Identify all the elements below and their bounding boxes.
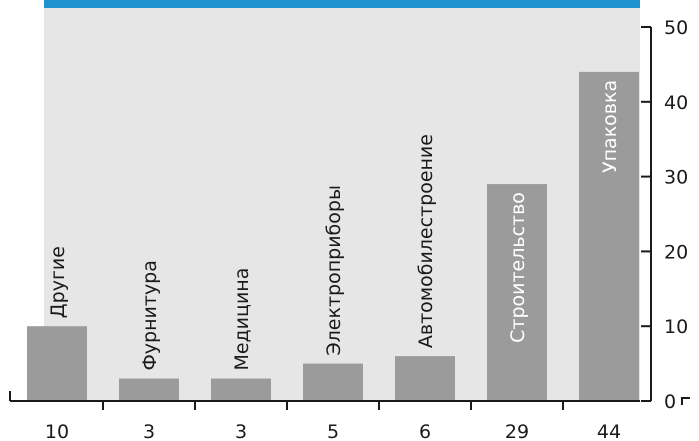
top-color-band (44, 0, 640, 8)
value-label-7: 44 (597, 421, 621, 441)
bar-labels-group: Другие Фурнитура Медицина Электроприборы Авт… (47, 80, 621, 371)
category-label-2: Фурнитура (139, 260, 161, 370)
category-label-3: Медицина (231, 268, 253, 371)
value-label-5: 6 (419, 421, 431, 441)
value-label-2: 3 (143, 421, 155, 441)
y-tick-label-0: 0 (664, 391, 676, 413)
category-label-5: Автомобилестроение (415, 134, 437, 348)
x-axis: 10 3 3 5 6 29 44 (9, 391, 640, 441)
category-label-7: Упаковка (599, 80, 621, 173)
category-label-6: Строительство (507, 192, 529, 343)
bar-4 (303, 363, 363, 401)
y-tick-label-1: 10 (664, 316, 688, 338)
y-tick-label-4: 40 (664, 92, 688, 114)
category-label-1: Другие (47, 246, 69, 318)
value-label-6: 29 (505, 421, 529, 441)
category-label-4: Электроприборы (323, 185, 345, 356)
bar-2 (119, 378, 179, 401)
y-tick-label-3: 30 (664, 167, 688, 189)
y-tick-label-2: 20 (664, 241, 688, 263)
bar-5 (395, 356, 455, 401)
y-axis: 0 10 20 30 40 50 (641, 17, 690, 413)
value-label-4: 5 (327, 421, 339, 441)
bars-group (27, 71, 639, 401)
value-label-3: 3 (235, 421, 247, 441)
y-tick-label-5: 50 (664, 17, 688, 39)
axis-corner-mark (681, 397, 690, 405)
bar-7 (579, 71, 639, 401)
bar-3 (211, 378, 271, 401)
value-label-1: 10 (45, 421, 69, 441)
bar-1 (27, 326, 87, 401)
bar-6 (487, 184, 547, 401)
